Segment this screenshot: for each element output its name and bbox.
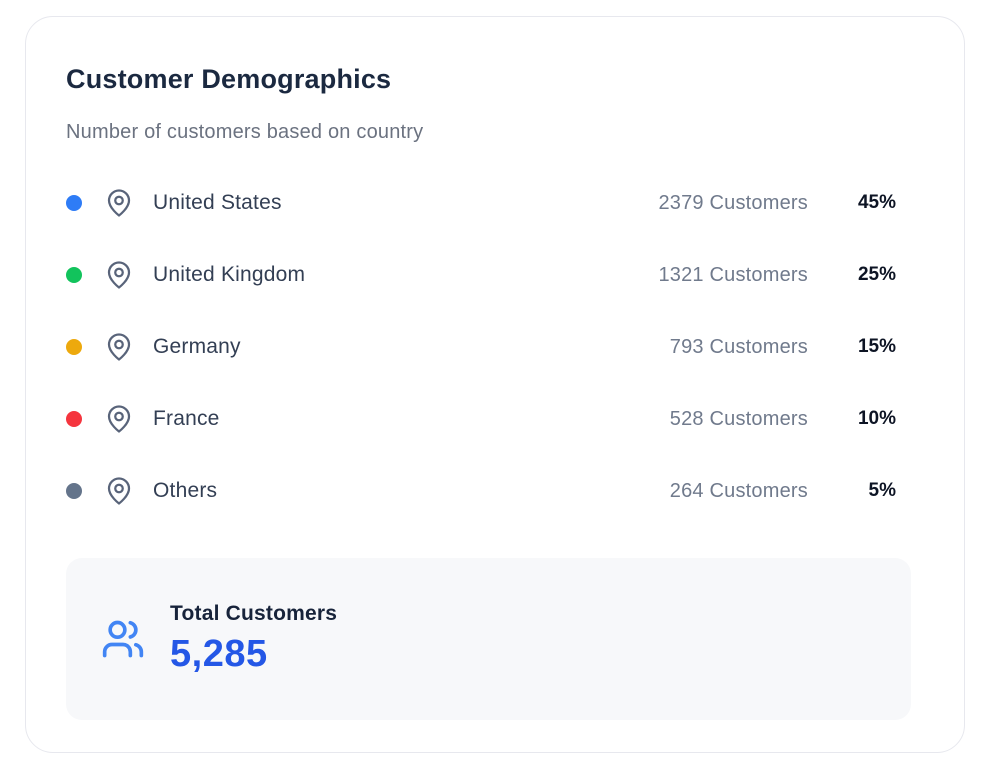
country-name: Others — [153, 479, 218, 502]
legend-dot — [66, 411, 82, 427]
map-pin-icon — [104, 260, 134, 290]
customer-count: 1321 Customers — [658, 263, 808, 286]
legend-dot — [66, 483, 82, 499]
card-subtitle: Number of customers based on country — [66, 121, 424, 143]
country-list: United States 2379 Customers 45% United … — [66, 167, 911, 527]
country-row-others: Others 264 Customers 5% — [66, 455, 911, 527]
country-name: France — [153, 407, 220, 430]
percent-value: 15% — [857, 336, 896, 357]
legend-dot — [66, 195, 82, 211]
country-row-germany: Germany 793 Customers 15% — [66, 311, 911, 383]
country-row-france: France 528 Customers 10% — [66, 383, 911, 455]
percent-value: 45% — [857, 192, 896, 213]
customer-count: 528 Customers — [669, 407, 808, 430]
customer-demographics-card: Customer Demographics Number of customer… — [25, 16, 965, 753]
card-title: Customer Demographics — [66, 64, 392, 94]
country-row-united-kingdom: United Kingdom 1321 Customers 25% — [66, 239, 911, 311]
map-pin-icon — [104, 332, 134, 362]
customer-count: 2379 Customers — [658, 191, 808, 214]
map-pin-icon — [104, 476, 134, 506]
country-name: Germany — [153, 335, 241, 358]
total-customers-value: 5,285 — [170, 633, 268, 675]
customer-count: 793 Customers — [669, 335, 808, 358]
country-row-united-states: United States 2379 Customers 45% — [66, 167, 911, 239]
total-customers-panel: Total Customers 5,285 — [66, 558, 911, 720]
map-pin-icon — [104, 404, 134, 434]
users-icon — [101, 617, 145, 661]
country-name: United Kingdom — [153, 263, 306, 286]
percent-value: 25% — [857, 264, 896, 285]
percent-value: 10% — [857, 408, 896, 429]
customer-count: 264 Customers — [669, 479, 808, 502]
map-pin-icon — [104, 188, 134, 218]
country-name: United States — [153, 191, 282, 214]
legend-dot — [66, 339, 82, 355]
legend-dot — [66, 267, 82, 283]
percent-value: 5% — [868, 480, 896, 501]
total-customers-label: Total Customers — [170, 602, 338, 625]
